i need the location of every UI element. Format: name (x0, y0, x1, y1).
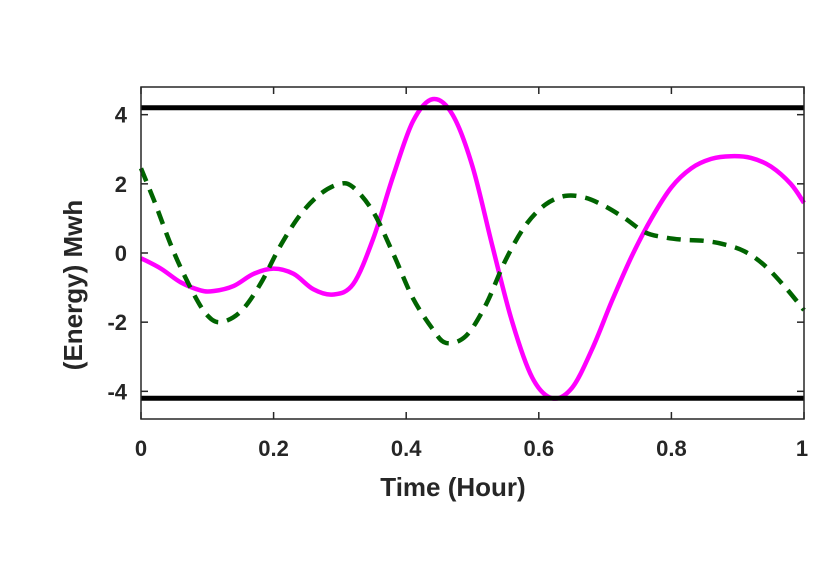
y-axis-label: (Energy) Mwh (58, 200, 88, 370)
y-tick-label: -2 (107, 310, 127, 335)
tick-group: 0 0.2 0.4 0.6 0.8 1 -4 -2 0 2 4 (107, 87, 808, 461)
x-tick-label: 0 (135, 436, 147, 461)
x-tick-label: 1 (796, 436, 808, 461)
y-tick-label: 4 (115, 103, 128, 128)
x-tick-label: 0.6 (524, 436, 555, 461)
x-tick-label: 0.4 (391, 436, 422, 461)
x-axis-label: Time (Hour) (380, 472, 525, 502)
series-line-2 (138, 167, 806, 346)
series-line-1 (139, 96, 806, 401)
plot-area (141, 87, 804, 419)
y-tick-label: -4 (107, 379, 127, 404)
series-group (138, 96, 806, 401)
x-tick-label: 0.8 (656, 436, 687, 461)
x-tick-label: 0.2 (258, 436, 289, 461)
y-tick-label: 2 (115, 172, 127, 197)
y-tick-label: 0 (115, 241, 127, 266)
